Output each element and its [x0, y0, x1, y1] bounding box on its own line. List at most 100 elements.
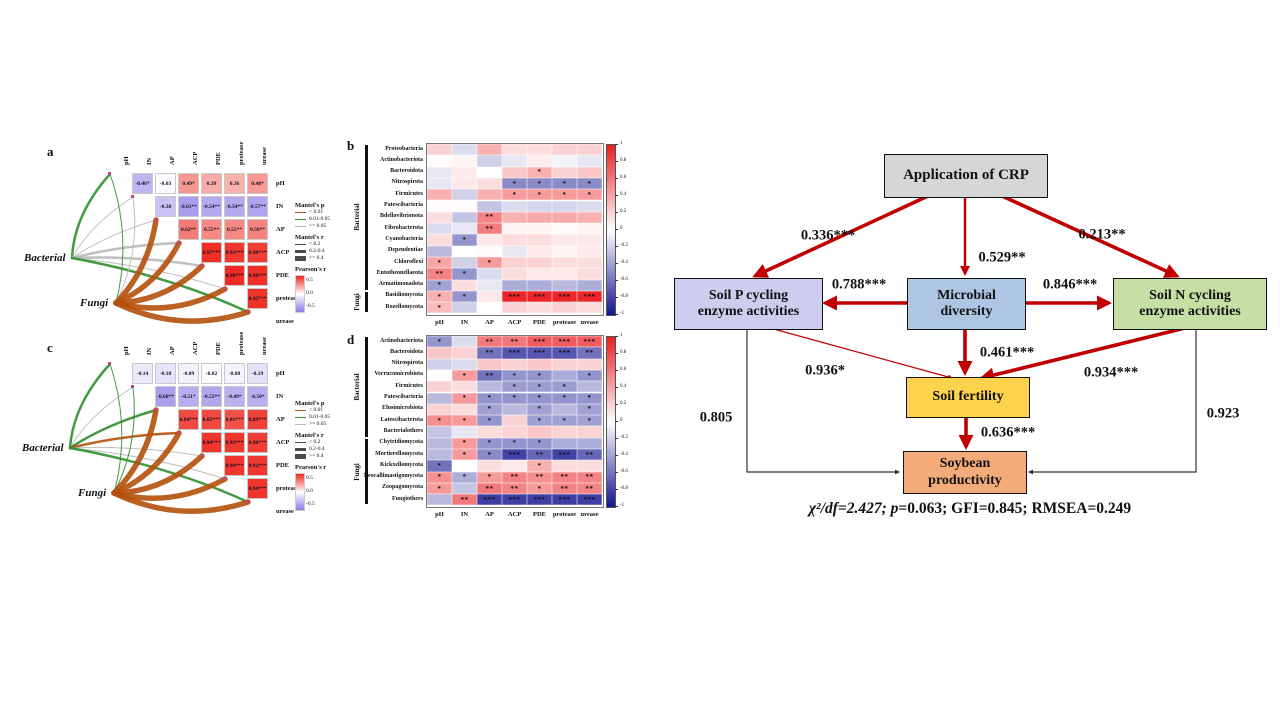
heatmap-cell — [477, 290, 502, 303]
significance-mark: * — [437, 416, 442, 425]
fungi-node-label: Fungi — [78, 487, 107, 499]
legend-item-label: 0.01-0.05 — [309, 414, 331, 420]
panel-c-mantel-plot: c pH IN AP ACP PDE protease urease pH IN AP ACP PDE… — [22, 330, 350, 540]
colorbar-tick-mark — [615, 296, 618, 298]
sem-path-coefficient: 0.936* — [805, 362, 845, 379]
colorbar-tick-label: 0.4 — [620, 191, 627, 197]
heatmap-cell: * — [502, 381, 527, 393]
significance-mark: * — [512, 179, 517, 188]
sem-path-coefficient: 0.923 — [1206, 405, 1240, 422]
heatmap-cell: * — [552, 415, 577, 427]
heatmap-cell — [477, 279, 502, 291]
mantel-edge — [113, 217, 159, 306]
heatmap-cell: * — [452, 234, 477, 246]
colorbar-tick-label: 0.6 — [620, 366, 627, 372]
heatmap-cell — [552, 403, 577, 416]
enzyme-row-label: urease — [276, 317, 294, 325]
heatmap-cell — [477, 166, 502, 178]
enzyme-column-label: urease — [261, 147, 268, 165]
correlation-value-cell: -0.54** — [201, 196, 222, 217]
correlation-value-cell: -0.50* — [247, 386, 268, 407]
colorbar-tick-mark — [615, 194, 618, 196]
significance-mark: * — [512, 382, 517, 391]
correlation-value-cell: -0.61** — [178, 196, 199, 217]
heatmap-cell — [577, 211, 602, 224]
panel-d-heatmap: d Actinobacteriota * ** ** *** *** *** Bacteroi… — [345, 326, 645, 540]
correlation-value-cell: 0.81*** — [224, 409, 245, 430]
enzyme-column-label: IN — [146, 157, 153, 165]
heatmap-cell — [577, 257, 602, 269]
mantel-edge — [71, 257, 226, 290]
taxon-row-label: Entotheonellaeota — [376, 269, 423, 276]
heatmap-cell — [527, 155, 552, 167]
colorbar-tick-mark — [615, 245, 618, 247]
colorbar-tick-mark — [615, 144, 618, 145]
p-value-stat: p — [890, 500, 899, 517]
correlation-value-cell: -0.51* — [178, 386, 199, 407]
heatmap-cell — [502, 268, 527, 280]
significance-mark: *** — [483, 495, 496, 504]
heatmap-cell: * — [477, 471, 502, 483]
legend-line-swatch — [295, 423, 306, 426]
pearson-tick-label: 0.0 — [306, 290, 313, 296]
heatmap-cell — [527, 257, 552, 269]
heatmap-cell — [527, 358, 552, 370]
mantel-p-legend-item: >= 0.05 — [295, 421, 347, 428]
heatmap-cell — [577, 245, 602, 257]
heatmap-cell — [477, 460, 502, 472]
heatmap-cell — [552, 144, 577, 156]
pearson-tick-label: 0.5 — [306, 475, 313, 481]
mantel-edge — [113, 240, 182, 306]
enzyme-column-label: protease — [552, 510, 577, 518]
significance-mark: * — [437, 473, 442, 482]
sem-box-application-of-crp: Application of CRP — [884, 154, 1048, 198]
heatmap-cell — [502, 155, 527, 167]
colorbar — [606, 336, 616, 508]
significance-mark: * — [462, 450, 467, 459]
legend-line-swatch — [295, 250, 306, 253]
heatmap-cell: * — [477, 449, 502, 461]
heatmap-cell: * — [527, 189, 552, 201]
legend-item-label: < 0.2 — [309, 439, 321, 445]
taxa-group-label: Bacterial — [353, 373, 361, 401]
heatmap-cell: ** — [502, 482, 527, 495]
enzyme-row-label: PDE — [276, 461, 289, 469]
significance-mark: *** — [558, 292, 571, 301]
heatmap-cell: ** — [552, 482, 577, 495]
heatmap-cell — [427, 347, 452, 359]
mantel-legend: Mantel's p < 0.01 0.01-0.05 >= 0.05 Mantel's… — [295, 396, 347, 511]
heatmap-cell — [502, 460, 527, 472]
heatmap-cell: *** — [552, 494, 577, 506]
significance-mark: * — [512, 394, 517, 403]
fungi-node-label: Fungi — [80, 297, 109, 309]
taxa-group-label: Fungi — [353, 293, 361, 311]
significance-mark: * — [587, 416, 592, 425]
heatmap-cell: *** — [502, 449, 527, 461]
heatmap-cell — [577, 279, 602, 291]
colorbar-tick-mark — [615, 454, 618, 456]
heatmap-cell: ** — [477, 347, 502, 359]
taxon-row-label: Patescibacteria — [384, 202, 423, 208]
enzyme-row-label: protease — [276, 294, 300, 302]
panel-a-mantel-plot: a pH IN AP ACP PDE protease urease pH IN AP ACP PDE… — [24, 140, 350, 345]
heatmap-cell: * — [527, 460, 552, 472]
colorbar-tick-label: 0.8 — [620, 349, 627, 355]
heatmap-cell — [552, 302, 577, 314]
significance-mark: * — [512, 439, 517, 448]
colorbar-tick-mark — [615, 403, 618, 405]
significance-mark: *** — [533, 337, 546, 346]
colorbar-tick-mark — [615, 420, 618, 422]
mantel-edge — [69, 447, 226, 480]
heatmap-cell — [552, 211, 577, 224]
mantel-edge — [111, 490, 251, 515]
legend-item-label: >= 0.4 — [309, 453, 324, 459]
taxon-row-label: Proteobacteria — [385, 145, 423, 152]
significance-mark: ** — [435, 269, 444, 278]
correlation-value-cell: -0.18 — [155, 363, 176, 384]
enzyme-row-label: pH — [276, 179, 285, 187]
taxa-group-bar — [365, 291, 368, 313]
heatmap-cell: * — [527, 369, 552, 382]
heatmap-cell: *** — [477, 494, 502, 506]
colorbar-tick-label: 0.2 — [620, 400, 627, 406]
significance-mark: * — [512, 190, 517, 199]
